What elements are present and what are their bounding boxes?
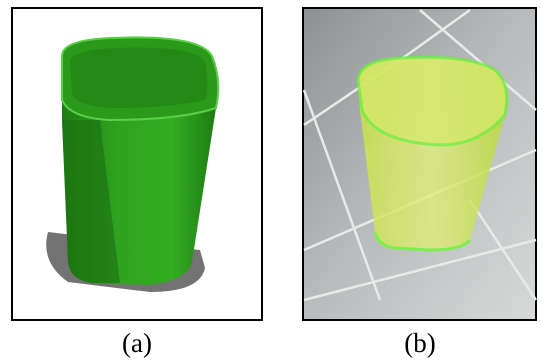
- caption: (b): [404, 328, 435, 358]
- cup-inside: [70, 48, 208, 108]
- caption: (a): [122, 328, 152, 358]
- panel-b: (b): [303, 8, 536, 358]
- panel-a: (a): [12, 8, 262, 358]
- cup-rim: [358, 57, 507, 145]
- figure: (a) (b): [0, 0, 546, 364]
